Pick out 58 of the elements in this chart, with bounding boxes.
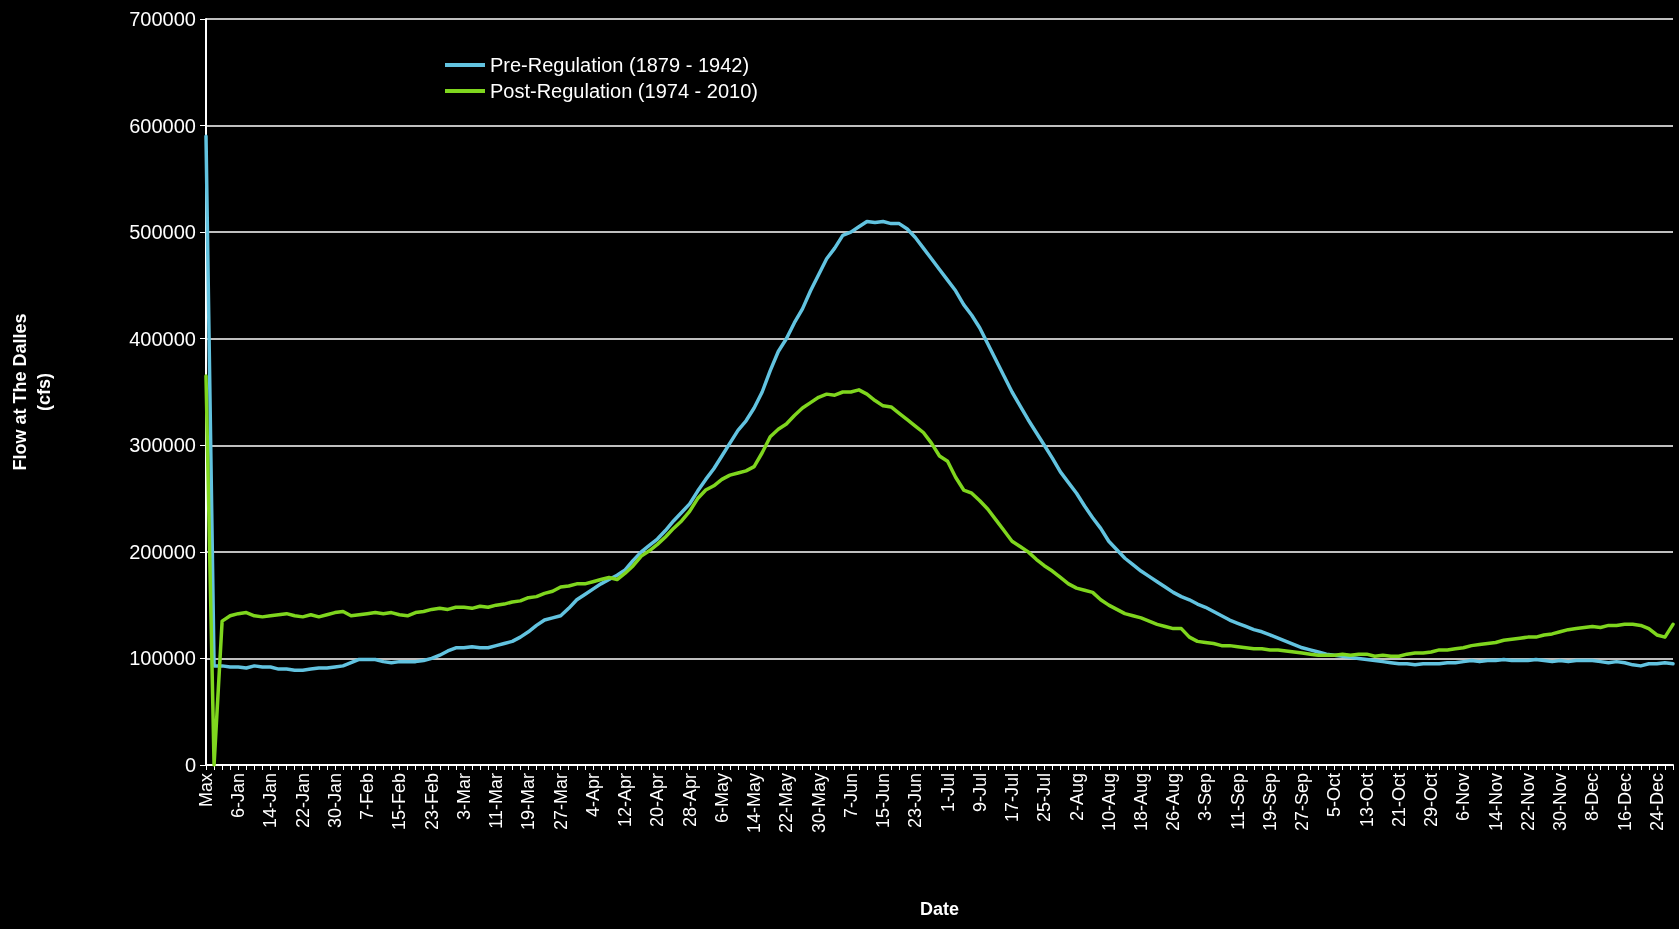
x-tick-label: 1-Jul: [937, 773, 958, 813]
x-tick-label: 23-Jun: [905, 773, 926, 829]
x-tick-label: 27-Mar: [550, 773, 571, 831]
x-tick-label: 28-Apr: [679, 773, 700, 828]
x-tick-label: 18-Aug: [1131, 773, 1152, 832]
x-tick-label: 6-May: [711, 773, 732, 824]
x-tick-label: 15-Feb: [389, 773, 410, 831]
x-tick-label: 2-Aug: [1066, 773, 1087, 822]
x-tick-label: 30-Nov: [1550, 773, 1571, 832]
x-tick-label: 24-Dec: [1646, 773, 1667, 832]
x-tick-label: 23-Feb: [421, 773, 442, 831]
x-tick-label: 22-Nov: [1517, 773, 1538, 832]
x-tick-label: 19-Sep: [1259, 773, 1280, 832]
legend-label: Post-Regulation (1974 - 2010): [490, 80, 758, 102]
x-tick-label: 8-Dec: [1582, 773, 1603, 822]
x-tick-label: 17-Jul: [1002, 773, 1023, 823]
y-tick-label: 300000: [129, 434, 196, 457]
x-tick-label: 3-Sep: [1195, 773, 1216, 822]
x-tick-label: 16-Dec: [1614, 773, 1635, 832]
x-tick-label: 10-Aug: [1098, 773, 1119, 832]
x-tick-label: 14-Jan: [260, 773, 281, 829]
y-tick-label: 0: [184, 754, 196, 776]
x-tick-label: 21-Oct: [1388, 773, 1409, 828]
x-tick-label: 6-Jan: [228, 773, 249, 819]
x-tick-label: 11-Sep: [1227, 773, 1248, 830]
x-tick-label: 27-Sep: [1292, 773, 1313, 832]
x-tick-label: 25-Jul: [1034, 773, 1055, 823]
x-tick-label: 12-Apr: [615, 773, 636, 828]
x-tick-label: 14-May: [744, 773, 765, 834]
x-tick-label: 3-Mar: [453, 773, 474, 821]
x-tick-label: 7-Jun: [840, 773, 861, 819]
x-tick-label: 26-Aug: [1163, 773, 1184, 832]
x-tick-label: 13-Oct: [1356, 773, 1377, 828]
y-tick-label: 400000: [129, 327, 196, 350]
y-tick-label: 200000: [129, 540, 196, 563]
x-tick-label: 4-Apr: [582, 772, 603, 818]
x-tick-label: 29-Oct: [1421, 773, 1442, 828]
x-tick-label: 20-Apr: [647, 773, 668, 828]
y-axis-title: Flow at The Dalles (cfs): [10, 313, 54, 471]
x-tick-label: Max: [196, 773, 216, 808]
y-tick-label: 600000: [129, 114, 196, 137]
x-tick-label: 15-Jun: [873, 773, 894, 829]
x-axis-title: Date: [919, 899, 960, 919]
x-tick-label: 7-Feb: [357, 773, 378, 821]
x-tick-label: 5-Oct: [1324, 773, 1345, 818]
x-tick-label: 11-Mar: [486, 773, 507, 829]
x-tick-label: 19-Mar: [518, 773, 539, 831]
x-tick-label: 9-Jul: [969, 773, 990, 813]
x-tick-label: 22-May: [776, 773, 797, 834]
legend-label: Pre-Regulation (1879 - 1942): [490, 54, 750, 76]
x-tick-label: 30-Jan: [324, 773, 345, 829]
y-tick-label: 500000: [129, 221, 196, 244]
y-tick-label: 100000: [129, 647, 196, 670]
x-tick-label: 30-May: [808, 773, 829, 834]
x-tick-label: 6-Nov: [1453, 773, 1474, 822]
x-tick-label: 22-Jan: [292, 773, 313, 829]
y-tick-label: 700000: [129, 8, 196, 30]
x-tick-label: 14-Nov: [1485, 773, 1506, 832]
